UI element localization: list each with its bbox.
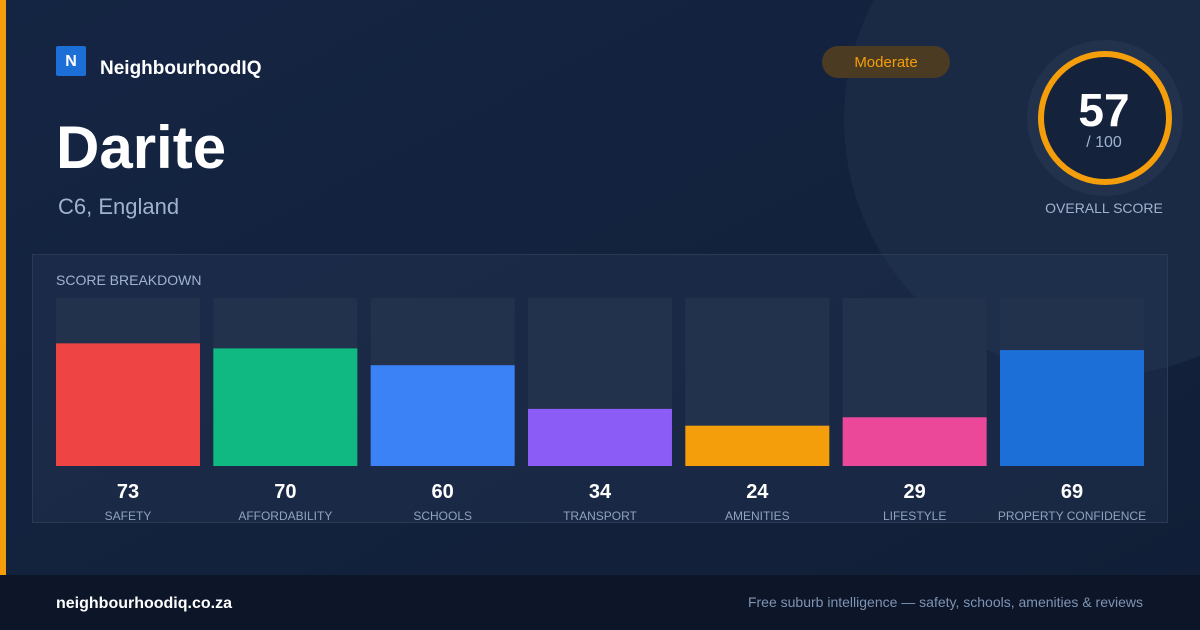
score-value: 57 [1078, 84, 1129, 136]
bar-value: 69 [1061, 481, 1083, 503]
bar [56, 343, 200, 466]
score-caption: OVERALL SCORE [1045, 200, 1163, 216]
bar-label: SCHOOLS [413, 509, 472, 523]
bar-value: 34 [589, 481, 612, 503]
bar [842, 417, 987, 466]
accent-stripe [0, 0, 6, 575]
bar [370, 365, 515, 466]
score-scale: / 100 [1086, 134, 1122, 151]
footer [0, 575, 1200, 630]
badge-text: Moderate [854, 54, 917, 71]
bar-value: 29 [904, 481, 926, 503]
bar-label: AFFORDABILITY [238, 509, 332, 523]
footer-site: neighbourhoodiq.co.za [56, 595, 232, 612]
bar-label: TRANSPORT [563, 509, 637, 523]
brand-name: NeighbourhoodIQ [100, 58, 261, 79]
bar-value: 60 [432, 481, 454, 503]
place-name: Darite [56, 114, 226, 181]
breakdown-title: SCORE BREAKDOWN [56, 272, 201, 288]
bar [213, 348, 358, 466]
score-ring [1038, 51, 1172, 185]
bar [685, 425, 830, 466]
bar-label: PROPERTY CONFIDENCE [998, 509, 1146, 523]
bar [527, 408, 672, 466]
bar-value: 73 [117, 481, 139, 503]
bar-value: 24 [746, 481, 769, 503]
footer-tagline: Free suburb intelligence — safety, schoo… [748, 594, 1143, 610]
bar-label: SAFETY [105, 509, 152, 523]
bar-label: AMENITIES [725, 509, 790, 523]
badge [822, 46, 950, 78]
bar-label: LIFESTYLE [883, 509, 946, 523]
bar-value: 70 [274, 481, 296, 503]
bar [999, 350, 1144, 466]
logo-letter: N [65, 53, 77, 70]
logo [56, 46, 86, 76]
place-region: C6, England [58, 194, 179, 219]
